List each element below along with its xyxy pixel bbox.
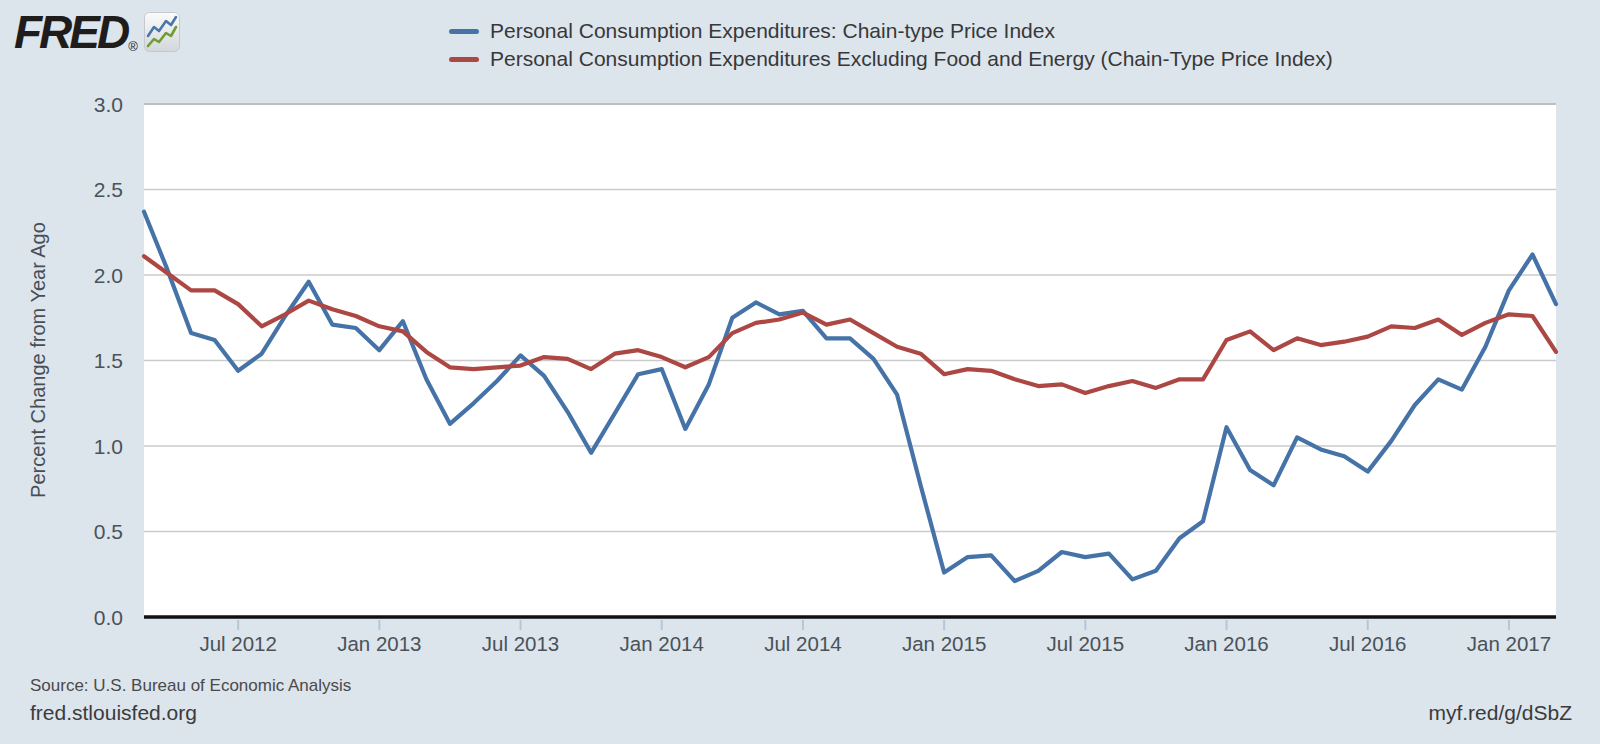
y-tick-label: 0.0	[94, 606, 123, 629]
y-tick-label: 0.5	[94, 520, 123, 543]
x-tick-label: Jul 2013	[482, 632, 560, 655]
x-tick-label: Jan 2014	[620, 632, 704, 655]
y-tick-label: 2.5	[94, 178, 123, 201]
x-tick-label: Jul 2016	[1329, 632, 1407, 655]
source-note: Source: U.S. Bureau of Economic Analysis	[30, 676, 351, 696]
x-tick-label: Jul 2012	[199, 632, 277, 655]
x-tick-label: Jan 2017	[1467, 632, 1551, 655]
x-tick-label: Jan 2015	[902, 632, 986, 655]
y-tick-label: 3.0	[94, 93, 123, 116]
y-tick-label: 1.5	[94, 349, 123, 372]
x-tick-label: Jan 2016	[1184, 632, 1268, 655]
short-url-link[interactable]: myf.red/g/dSbZ	[1428, 701, 1572, 725]
y-tick-label: 2.0	[94, 264, 123, 287]
x-tick-label: Jan 2013	[337, 632, 421, 655]
site-link[interactable]: fred.stlouisfed.org	[30, 701, 197, 725]
y-tick-label: 1.0	[94, 435, 123, 458]
chart-plot[interactable]: 3.0 2.5 2.0 1.5 1.0 0.5 0.0 Jul 2012 Jan 2013 Jul…	[0, 0, 1600, 744]
x-tick-label: Jul 2015	[1047, 632, 1125, 655]
x-tick-label: Jul 2014	[764, 632, 842, 655]
